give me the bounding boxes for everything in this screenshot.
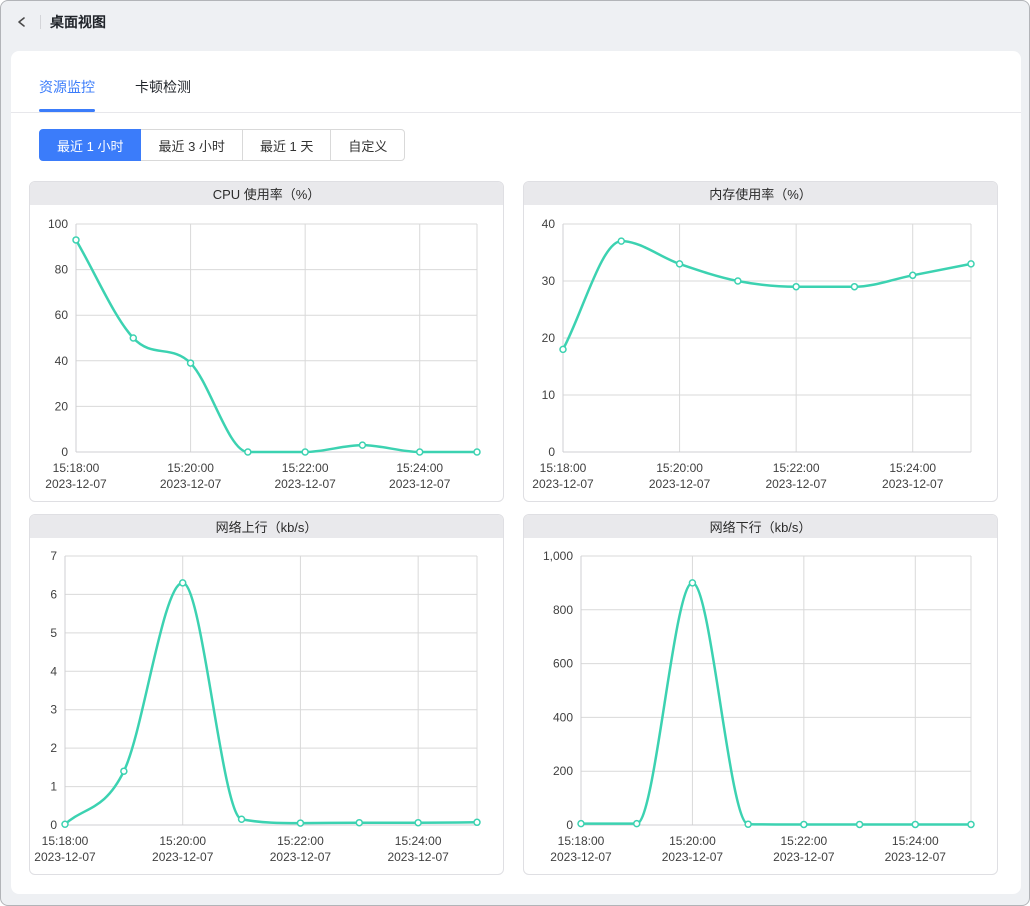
svg-text:40: 40 [542, 217, 556, 231]
svg-text:2023-12-07: 2023-12-07 [550, 850, 612, 864]
svg-text:6: 6 [50, 587, 57, 601]
svg-text:2023-12-07: 2023-12-07 [152, 850, 214, 864]
svg-text:100: 100 [48, 217, 68, 231]
svg-text:20: 20 [542, 331, 556, 345]
svg-text:15:22:00: 15:22:00 [277, 834, 324, 848]
network-download-chart[interactable]: 0 200 400 600 800 1,000 15:18:00 2023-12-07 15:2… [524, 538, 997, 874]
cpu-usage-chart[interactable]: 0 20 40 60 80 100 15:18:00 2023-12-07 15:20:00 20… [30, 205, 503, 501]
time-range-last-3h[interactable]: 最近 3 小时 [140, 129, 243, 161]
network-upload-chart[interactable]: 0 1 2 3 4 5 6 7 15:18:00 2023-12-07 15:20:00 2023-1… [30, 538, 503, 874]
svg-text:2023-12-07: 2023-12-07 [765, 477, 827, 491]
svg-text:0: 0 [548, 445, 555, 459]
tab-bar: 资源监控 卡顿检测 [11, 51, 1021, 113]
svg-text:2023-12-07: 2023-12-07 [34, 850, 96, 864]
svg-text:2023-12-07: 2023-12-07 [274, 477, 336, 491]
time-range-last-1d[interactable]: 最近 1 天 [241, 129, 332, 161]
memory-usage-chart-title: 内存使用率（%） [524, 182, 997, 205]
page-title: 桌面视图 [50, 14, 106, 30]
svg-text:30: 30 [542, 274, 556, 288]
svg-text:2023-12-07: 2023-12-07 [532, 477, 594, 491]
cpu-usage-card: CPU 使用率（%） 0 20 40 60 80 100 15:18:00 2023-12-0… [29, 181, 504, 502]
svg-text:15:24:00: 15:24:00 [396, 461, 443, 475]
svg-text:15:24:00: 15:24:00 [395, 834, 442, 848]
network-upload-chart-title: 网络上行（kb/s） [30, 515, 503, 538]
svg-text:15:20:00: 15:20:00 [159, 834, 206, 848]
svg-text:7: 7 [50, 549, 57, 563]
svg-text:800: 800 [553, 603, 573, 617]
back-button[interactable] [13, 13, 31, 31]
svg-text:20: 20 [55, 399, 69, 413]
svg-text:2023-12-07: 2023-12-07 [160, 477, 222, 491]
memory-usage-chart[interactable]: 0 10 20 30 40 15:18:00 2023-12-07 15:20:00 2023-… [524, 205, 997, 501]
svg-text:15:24:00: 15:24:00 [889, 461, 936, 475]
svg-text:60: 60 [55, 308, 69, 322]
svg-text:15:22:00: 15:22:00 [282, 461, 329, 475]
svg-text:15:22:00: 15:22:00 [780, 834, 827, 848]
svg-text:2023-12-07: 2023-12-07 [882, 477, 944, 491]
tab-resource-monitor[interactable]: 资源监控 [39, 77, 95, 112]
svg-text:400: 400 [553, 710, 573, 724]
svg-text:15:18:00: 15:18:00 [53, 461, 100, 475]
svg-text:15:18:00: 15:18:00 [42, 834, 89, 848]
svg-text:2023-12-07: 2023-12-07 [45, 477, 107, 491]
svg-text:1,000: 1,000 [543, 549, 573, 563]
svg-text:200: 200 [553, 764, 573, 778]
svg-text:15:22:00: 15:22:00 [773, 461, 820, 475]
svg-text:15:20:00: 15:20:00 [656, 461, 703, 475]
svg-text:10: 10 [542, 388, 556, 402]
network-download-chart-title: 网络下行（kb/s） [524, 515, 997, 538]
svg-text:15:20:00: 15:20:00 [669, 834, 716, 848]
svg-text:4: 4 [50, 664, 57, 678]
page-header: 桌面视图 [1, 1, 1029, 43]
tab-lag-detection[interactable]: 卡顿检测 [135, 79, 191, 95]
chart-grid: CPU 使用率（%） 0 20 40 60 80 100 15:18:00 2023-12-0… [29, 181, 1021, 875]
svg-text:15:20:00: 15:20:00 [167, 461, 214, 475]
memory-usage-card: 内存使用率（%） 0 10 20 30 40 15:18:00 2023-12-07 15:2… [523, 181, 998, 502]
svg-text:2: 2 [50, 741, 57, 755]
svg-text:2023-12-07: 2023-12-07 [649, 477, 711, 491]
svg-text:0: 0 [50, 818, 57, 832]
svg-text:2023-12-07: 2023-12-07 [885, 850, 947, 864]
svg-text:600: 600 [553, 657, 573, 671]
svg-text:2023-12-07: 2023-12-07 [387, 850, 449, 864]
header-divider [40, 15, 41, 29]
cpu-usage-chart-title: CPU 使用率（%） [30, 182, 503, 205]
svg-text:15:24:00: 15:24:00 [892, 834, 939, 848]
svg-text:1: 1 [50, 780, 57, 794]
svg-text:80: 80 [55, 263, 69, 277]
network-upload-card: 网络上行（kb/s） 0 1 2 3 4 5 6 7 15:18:00 2023-12-07 15:… [29, 514, 504, 875]
svg-text:15:18:00: 15:18:00 [558, 834, 605, 848]
svg-text:2023-12-07: 2023-12-07 [270, 850, 332, 864]
time-range-custom[interactable]: 自定义 [330, 129, 406, 161]
time-range-last-1h[interactable]: 最近 1 小时 [39, 129, 142, 161]
svg-text:40: 40 [55, 354, 69, 368]
svg-text:2023-12-07: 2023-12-07 [389, 477, 451, 491]
content-panel: 资源监控 卡顿检测 最近 1 小时 最近 3 小时 最近 1 天 自定义 CPU… [11, 51, 1021, 894]
svg-text:2023-12-07: 2023-12-07 [773, 850, 835, 864]
time-range-group: 最近 1 小时 最近 3 小时 最近 1 天 自定义 [39, 129, 1021, 161]
chevron-left-icon [18, 17, 25, 27]
svg-text:15:18:00: 15:18:00 [540, 461, 587, 475]
network-download-card: 网络下行（kb/s） 0 200 400 600 800 1,000 15:18:00 202… [523, 514, 998, 875]
svg-text:0: 0 [566, 818, 573, 832]
svg-text:2023-12-07: 2023-12-07 [662, 850, 724, 864]
svg-text:3: 3 [50, 703, 57, 717]
svg-text:5: 5 [50, 626, 57, 640]
svg-text:0: 0 [61, 445, 68, 459]
